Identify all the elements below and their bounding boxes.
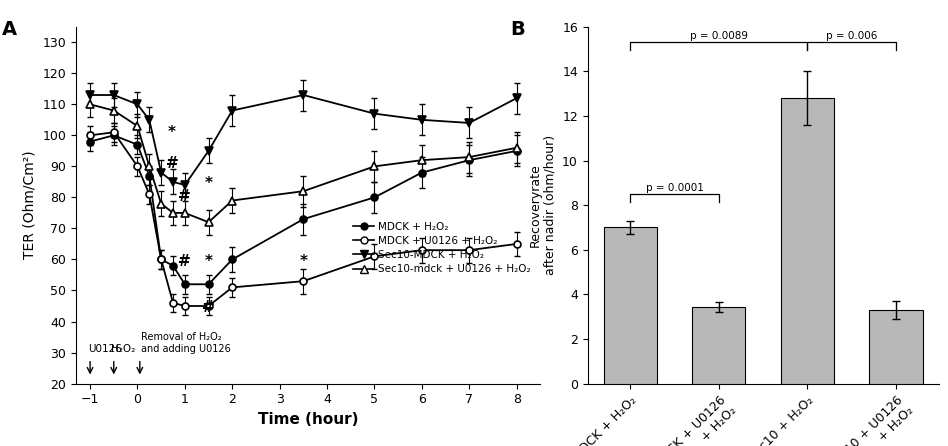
Text: A: A — [2, 20, 17, 39]
Text: *: * — [205, 176, 212, 191]
Text: *: * — [168, 125, 176, 140]
Text: #: # — [202, 300, 215, 315]
Text: B: B — [511, 20, 525, 39]
Text: *: * — [205, 254, 212, 269]
Bar — [692, 307, 745, 384]
Text: U0126: U0126 — [87, 344, 121, 354]
Text: #: # — [166, 156, 178, 171]
Y-axis label: Recoveryrate
after nadir (ohm/hour): Recoveryrate after nadir (ohm/hour) — [529, 135, 556, 275]
Text: p = 0.0089: p = 0.0089 — [690, 31, 748, 41]
Text: Removal of H₂O₂
and adding U0126: Removal of H₂O₂ and adding U0126 — [141, 332, 231, 354]
Text: #: # — [178, 254, 191, 269]
Bar — [604, 227, 657, 384]
X-axis label: Time (hour): Time (hour) — [258, 412, 358, 427]
Text: H₂O₂: H₂O₂ — [111, 344, 136, 354]
Text: #: # — [178, 189, 191, 204]
Bar — [781, 98, 834, 384]
Y-axis label: TER (Ohm/Cm²): TER (Ohm/Cm²) — [23, 151, 37, 260]
Text: p = 0.006: p = 0.006 — [826, 31, 878, 41]
Text: p = 0.0001: p = 0.0001 — [646, 183, 703, 193]
Text: *: * — [300, 254, 307, 269]
Legend: MDCK + H₂O₂, MDCK + U0126 + H₂O₂, Sec10-MDCK + H₂O₂, Sec10-mdck + U0126 + H₂O₂: MDCK + H₂O₂, MDCK + U0126 + H₂O₂, Sec10-… — [349, 218, 536, 278]
Bar — [869, 310, 922, 384]
